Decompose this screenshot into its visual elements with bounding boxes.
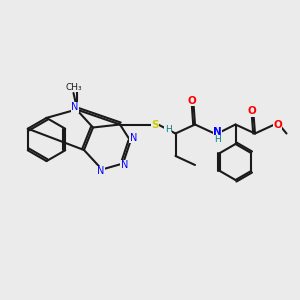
Text: S: S bbox=[152, 119, 159, 130]
Text: N: N bbox=[121, 160, 128, 170]
Text: H: H bbox=[165, 125, 171, 134]
Text: H: H bbox=[214, 135, 221, 144]
Text: N: N bbox=[71, 102, 79, 112]
Text: O: O bbox=[248, 106, 256, 116]
Text: N: N bbox=[130, 133, 137, 143]
Text: O: O bbox=[273, 119, 282, 130]
Text: N: N bbox=[97, 166, 104, 176]
Text: N: N bbox=[213, 127, 222, 137]
Text: O: O bbox=[188, 95, 196, 106]
Text: CH₃: CH₃ bbox=[65, 82, 82, 91]
